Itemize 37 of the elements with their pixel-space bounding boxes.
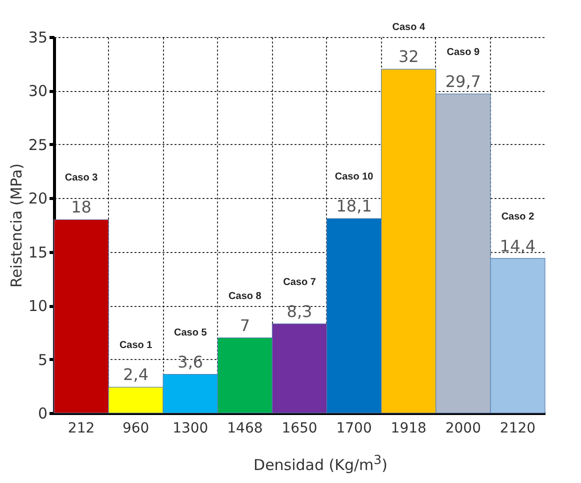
x-tick-label: 2120 [500, 420, 536, 436]
x-tick-label: 212 [68, 420, 95, 436]
x-axis-title: Densidad (Kg/m$^{3}$) [252, 452, 388, 474]
annotation: Caso 2 [501, 211, 535, 222]
y-tick-label: 15 [28, 243, 48, 262]
x-tick-label: 1468 [227, 420, 263, 436]
data-label: 3,6 [178, 352, 204, 372]
y-axis-title: Reistencia (MPa) [7, 163, 26, 288]
annotation: Caso 3 [64, 172, 98, 184]
x-tick-label: 1300 [172, 420, 208, 436]
y-tick-label: 30 [28, 82, 48, 100]
y-tick-label: 35 [28, 28, 48, 46]
data-label: 32 [398, 47, 419, 66]
data-label: 8,3 [286, 302, 312, 321]
x-tick-label: 960 [122, 420, 150, 436]
data-label: 29,7 [445, 72, 481, 91]
y-tick-label: 25 [28, 136, 48, 154]
data-label: 14,4 [500, 236, 536, 256]
y-tick-label: 0 [38, 404, 48, 422]
x-tick-label: 1700 [336, 420, 372, 436]
annotation: Caso 9 [446, 46, 480, 58]
y-tick-label: 10 [28, 297, 48, 316]
annotation: Caso 1 [119, 340, 153, 352]
y-tick-label: 5 [38, 350, 48, 369]
annotation: Caso 10 [334, 172, 374, 183]
x-tick-label: 2000 [445, 420, 481, 436]
data-label: 2,4 [123, 365, 149, 384]
data-label: 7 [240, 316, 250, 335]
data-label: 18 [71, 198, 92, 217]
annotation: Caso 7 [283, 276, 316, 288]
data-label: 18,1 [336, 196, 372, 216]
annotation: Caso 8 [228, 290, 262, 302]
x-tick-label: 1650 [282, 420, 318, 436]
y-tick-label: 20 [28, 190, 48, 208]
annotation: Caso 5 [174, 327, 208, 338]
x-tick-label: 1918 [390, 420, 426, 436]
text: Caso 4 [392, 22, 426, 34]
